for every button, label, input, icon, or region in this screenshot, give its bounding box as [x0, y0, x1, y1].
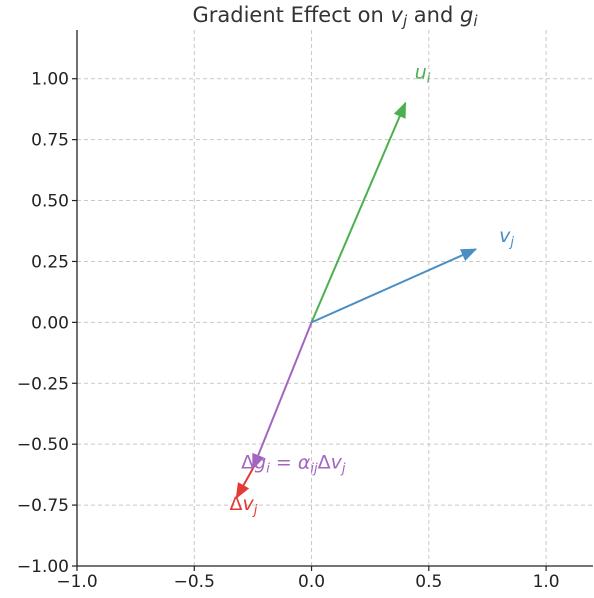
x-tick-label: −1.0: [56, 572, 97, 592]
vector-label-delta-v-j: Δvj: [229, 493, 257, 518]
grid: [76, 30, 593, 567]
chart-title: Gradient Effect on vj and gi: [192, 3, 478, 30]
x-tick-label: 1.0: [533, 572, 560, 592]
y-tick-label: −0.25: [17, 374, 69, 394]
x-tick-label: 0.5: [415, 572, 442, 592]
vectors: ui vj Δgi = αijΔvj Δvj: [229, 62, 514, 518]
y-tick-label: −0.50: [17, 435, 69, 455]
axes: [76, 30, 593, 567]
vector-v-j: [311, 248, 478, 324]
vector-label-delta-g-i: Δgi = αijΔvj: [241, 452, 346, 477]
vector-label-v-j: vj: [499, 225, 514, 250]
vector-delta-g-i: [251, 321, 313, 471]
y-tick-label: 0.25: [31, 252, 69, 272]
y-tick-label: 0.75: [31, 131, 69, 151]
vector-label-u-i: ui: [415, 62, 431, 87]
vector-delta-v-j: [235, 468, 254, 500]
y-tick-label: 1.00: [31, 70, 69, 90]
y-tick-label: 0.00: [31, 313, 69, 333]
x-tick-label: 0.0: [298, 572, 325, 592]
y-tick-label: −1.00: [17, 557, 69, 577]
vector-u-i: [310, 101, 407, 323]
x-tick-label: −0.5: [174, 572, 215, 592]
y-tick-label: −0.75: [17, 496, 69, 516]
y-tick-label: 0.50: [31, 192, 69, 212]
tick-labels: −1.0 −0.5 0.0 0.5 1.0 −1.00 −0.75 −0.50 −0.25 0.0…: [17, 70, 560, 592]
